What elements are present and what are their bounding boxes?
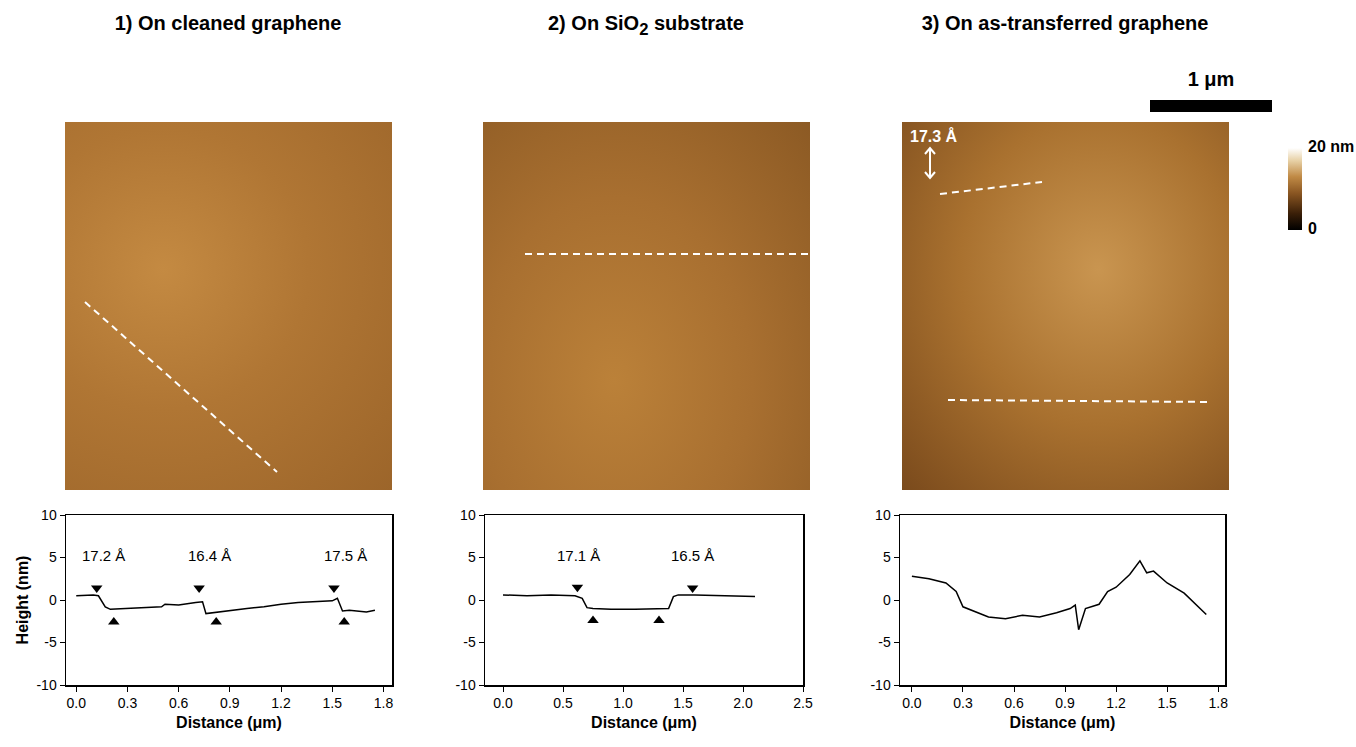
svg-text:0.0: 0.0 <box>493 695 513 711</box>
html-text:0: 0 <box>1308 220 1317 237</box>
svg-text:5: 5 <box>468 549 476 565</box>
svg-text:0.3: 0.3 <box>953 695 973 711</box>
svg-text:-5: -5 <box>44 634 57 650</box>
svg-text:0.3: 0.3 <box>118 695 138 711</box>
svg-text:16.4 Å: 16.4 Å <box>188 547 231 564</box>
svg-text:0.9: 0.9 <box>220 695 240 711</box>
svg-text:0.6: 0.6 <box>169 695 189 711</box>
svg-text:1.2: 1.2 <box>271 695 291 711</box>
svg-text:17.1 Å: 17.1 Å <box>557 547 600 564</box>
svg-text:5: 5 <box>883 549 891 565</box>
svg-text:Distance (μm): Distance (μm) <box>1010 714 1116 731</box>
svg-text:-5: -5 <box>878 634 891 650</box>
svg-text:0.9: 0.9 <box>1055 695 1075 711</box>
svg-text:1.0: 1.0 <box>613 695 633 711</box>
svg-text:0: 0 <box>468 592 476 608</box>
svg-text:Height (nm): Height (nm) <box>14 556 31 645</box>
svg-text:1.5: 1.5 <box>323 695 343 711</box>
svg-text:2.5: 2.5 <box>793 695 813 711</box>
html-text:20 nm: 20 nm <box>1308 138 1355 155</box>
svg-text:-10: -10 <box>870 677 890 693</box>
svg-text:10: 10 <box>875 507 891 523</box>
svg-text:1.5: 1.5 <box>1157 695 1177 711</box>
svg-text:-10: -10 <box>455 677 475 693</box>
svg-text:2.0: 2.0 <box>733 695 753 711</box>
svg-text:1.8: 1.8 <box>1208 695 1228 711</box>
svg-text:-5: -5 <box>463 634 476 650</box>
svg-text:16.5 Å: 16.5 Å <box>671 547 714 564</box>
svg-text:1.8: 1.8 <box>374 695 394 711</box>
html-text:1 μm: 1 μm <box>1187 68 1235 90</box>
svg-text:0: 0 <box>49 592 57 608</box>
html-text:1) On cleaned graphene: 1) On cleaned graphene <box>114 12 342 34</box>
svg-text:0.0: 0.0 <box>67 695 87 711</box>
svg-text:Distance (μm): Distance (μm) <box>176 714 282 731</box>
html-text:2) On SiO2substrate: 2) On SiO2substrate <box>548 12 744 39</box>
svg-text:10: 10 <box>460 507 476 523</box>
svg-text:-10: -10 <box>36 677 56 693</box>
svg-text:17.5 Å: 17.5 Å <box>324 547 367 564</box>
svg-text:0.0: 0.0 <box>902 695 922 711</box>
svg-text:0: 0 <box>883 592 891 608</box>
svg-text:0.6: 0.6 <box>1004 695 1024 711</box>
svg-text:5: 5 <box>49 549 57 565</box>
svg-text:1.5: 1.5 <box>673 695 693 711</box>
svg-text:17.3 Å: 17.3 Å <box>910 127 958 145</box>
svg-text:10: 10 <box>41 507 57 523</box>
html-text:3) On as-transferred graphene: 3) On as-transferred graphene <box>921 12 1209 34</box>
svg-text:0.5: 0.5 <box>553 695 573 711</box>
svg-text:17.2 Å: 17.2 Å <box>82 547 125 564</box>
svg-text:Distance (μm): Distance (μm) <box>591 714 697 731</box>
svg-text:1.2: 1.2 <box>1106 695 1126 711</box>
